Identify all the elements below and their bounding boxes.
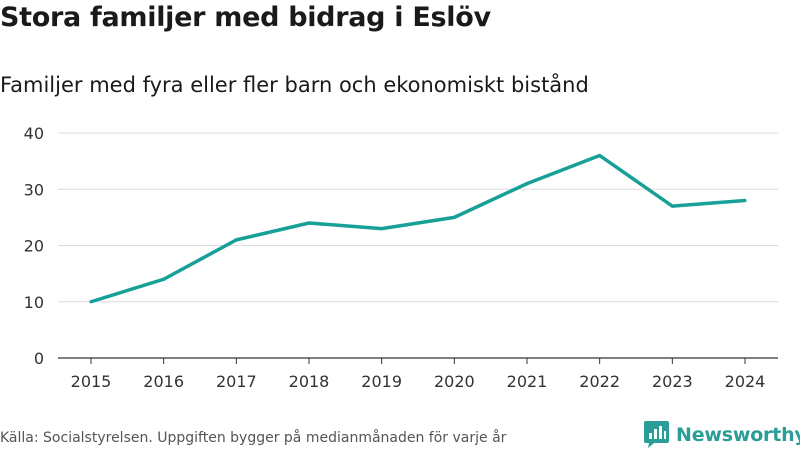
newsworthy-logo-icon <box>644 421 669 448</box>
x-tick-label: 2020 <box>434 372 475 391</box>
x-axis: 2015 2016 2017 2018 2019 2020 2021 2022 2023 2024 <box>58 357 778 391</box>
data-point-2023 <box>670 204 674 208</box>
y-axis-tick-labels: 0 10 20 30 40 <box>24 124 44 368</box>
x-tick-label: 2016 <box>143 372 184 391</box>
x-tick-label: 2019 <box>361 372 402 391</box>
data-point-2020 <box>452 215 456 219</box>
chart-subtitle: Familjer med fyra eller fler barn och ek… <box>0 73 589 97</box>
data-point-2016 <box>162 277 166 281</box>
data-point-2024 <box>743 198 747 203</box>
x-tick-label: 2021 <box>507 372 548 391</box>
x-tick-label: 2024 <box>725 372 766 391</box>
brand-name: Newsworthy <box>676 423 800 446</box>
data-point-2015 <box>89 300 93 304</box>
data-point-2021 <box>525 182 529 186</box>
y-tick-label: 10 <box>24 293 44 312</box>
y-tick-label: 20 <box>24 237 44 256</box>
series-line-0 <box>90 153 746 304</box>
y-tick-label: 30 <box>24 180 44 199</box>
data-point-2019 <box>380 227 384 231</box>
page-title: Stora familjer med bidrag i Eslöv <box>0 2 491 33</box>
x-tick-label: 2017 <box>216 372 257 391</box>
series-layer <box>89 153 747 304</box>
source-note: Källa: Socialstyrelsen. Uppgiften bygger… <box>0 430 507 446</box>
y-tick-label: 0 <box>34 349 44 368</box>
data-point-2017 <box>234 238 238 242</box>
data-point-2018 <box>307 221 311 225</box>
x-tick-label: 2018 <box>289 372 330 391</box>
x-tick-label: 2015 <box>71 372 112 391</box>
x-tick-label: 2022 <box>579 372 620 391</box>
grid-lines <box>58 132 778 303</box>
data-point-2022 <box>598 153 602 158</box>
brand-logo: Newsworthy <box>643 420 800 449</box>
y-tick-label: 40 <box>24 124 44 143</box>
x-tick-label: 2023 <box>652 372 693 391</box>
